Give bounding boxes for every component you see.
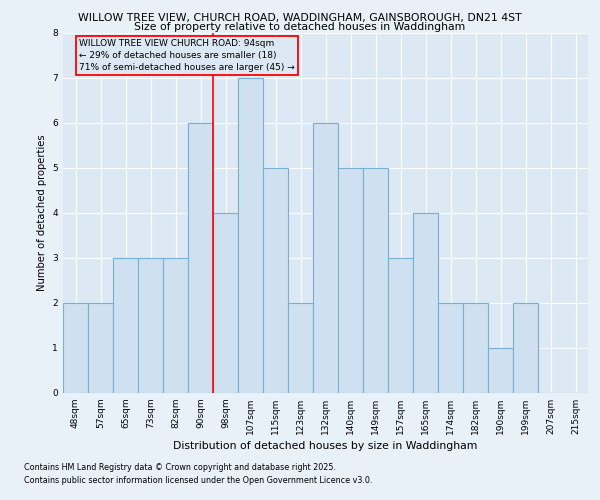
Bar (138, 258, 163, 392)
Bar (438, 302, 463, 392)
Bar (188, 122, 213, 392)
Bar (488, 348, 513, 393)
Text: Contains HM Land Registry data © Crown copyright and database right 2025.: Contains HM Land Registry data © Crown c… (24, 462, 336, 471)
Bar (213, 212, 238, 392)
Bar (463, 302, 488, 392)
Text: Contains public sector information licensed under the Open Government Licence v3: Contains public sector information licen… (24, 476, 373, 485)
Bar (313, 122, 338, 392)
Bar (63, 302, 88, 392)
Bar (513, 302, 538, 392)
Bar (288, 302, 313, 392)
Bar (388, 258, 413, 392)
Bar (338, 168, 363, 392)
Y-axis label: Number of detached properties: Number of detached properties (37, 134, 47, 291)
X-axis label: Distribution of detached houses by size in Waddingham: Distribution of detached houses by size … (173, 440, 478, 450)
Bar (163, 258, 188, 392)
Bar (113, 258, 138, 392)
Bar (263, 168, 288, 392)
Text: WILLOW TREE VIEW CHURCH ROAD: 94sqm
← 29% of detached houses are smaller (18)
71: WILLOW TREE VIEW CHURCH ROAD: 94sqm ← 29… (79, 40, 295, 72)
Text: Size of property relative to detached houses in Waddingham: Size of property relative to detached ho… (134, 22, 466, 32)
Text: WILLOW TREE VIEW, CHURCH ROAD, WADDINGHAM, GAINSBOROUGH, DN21 4ST: WILLOW TREE VIEW, CHURCH ROAD, WADDINGHA… (78, 12, 522, 22)
Bar (413, 212, 438, 392)
Bar (363, 168, 388, 392)
Bar (88, 302, 113, 392)
Bar (238, 78, 263, 392)
